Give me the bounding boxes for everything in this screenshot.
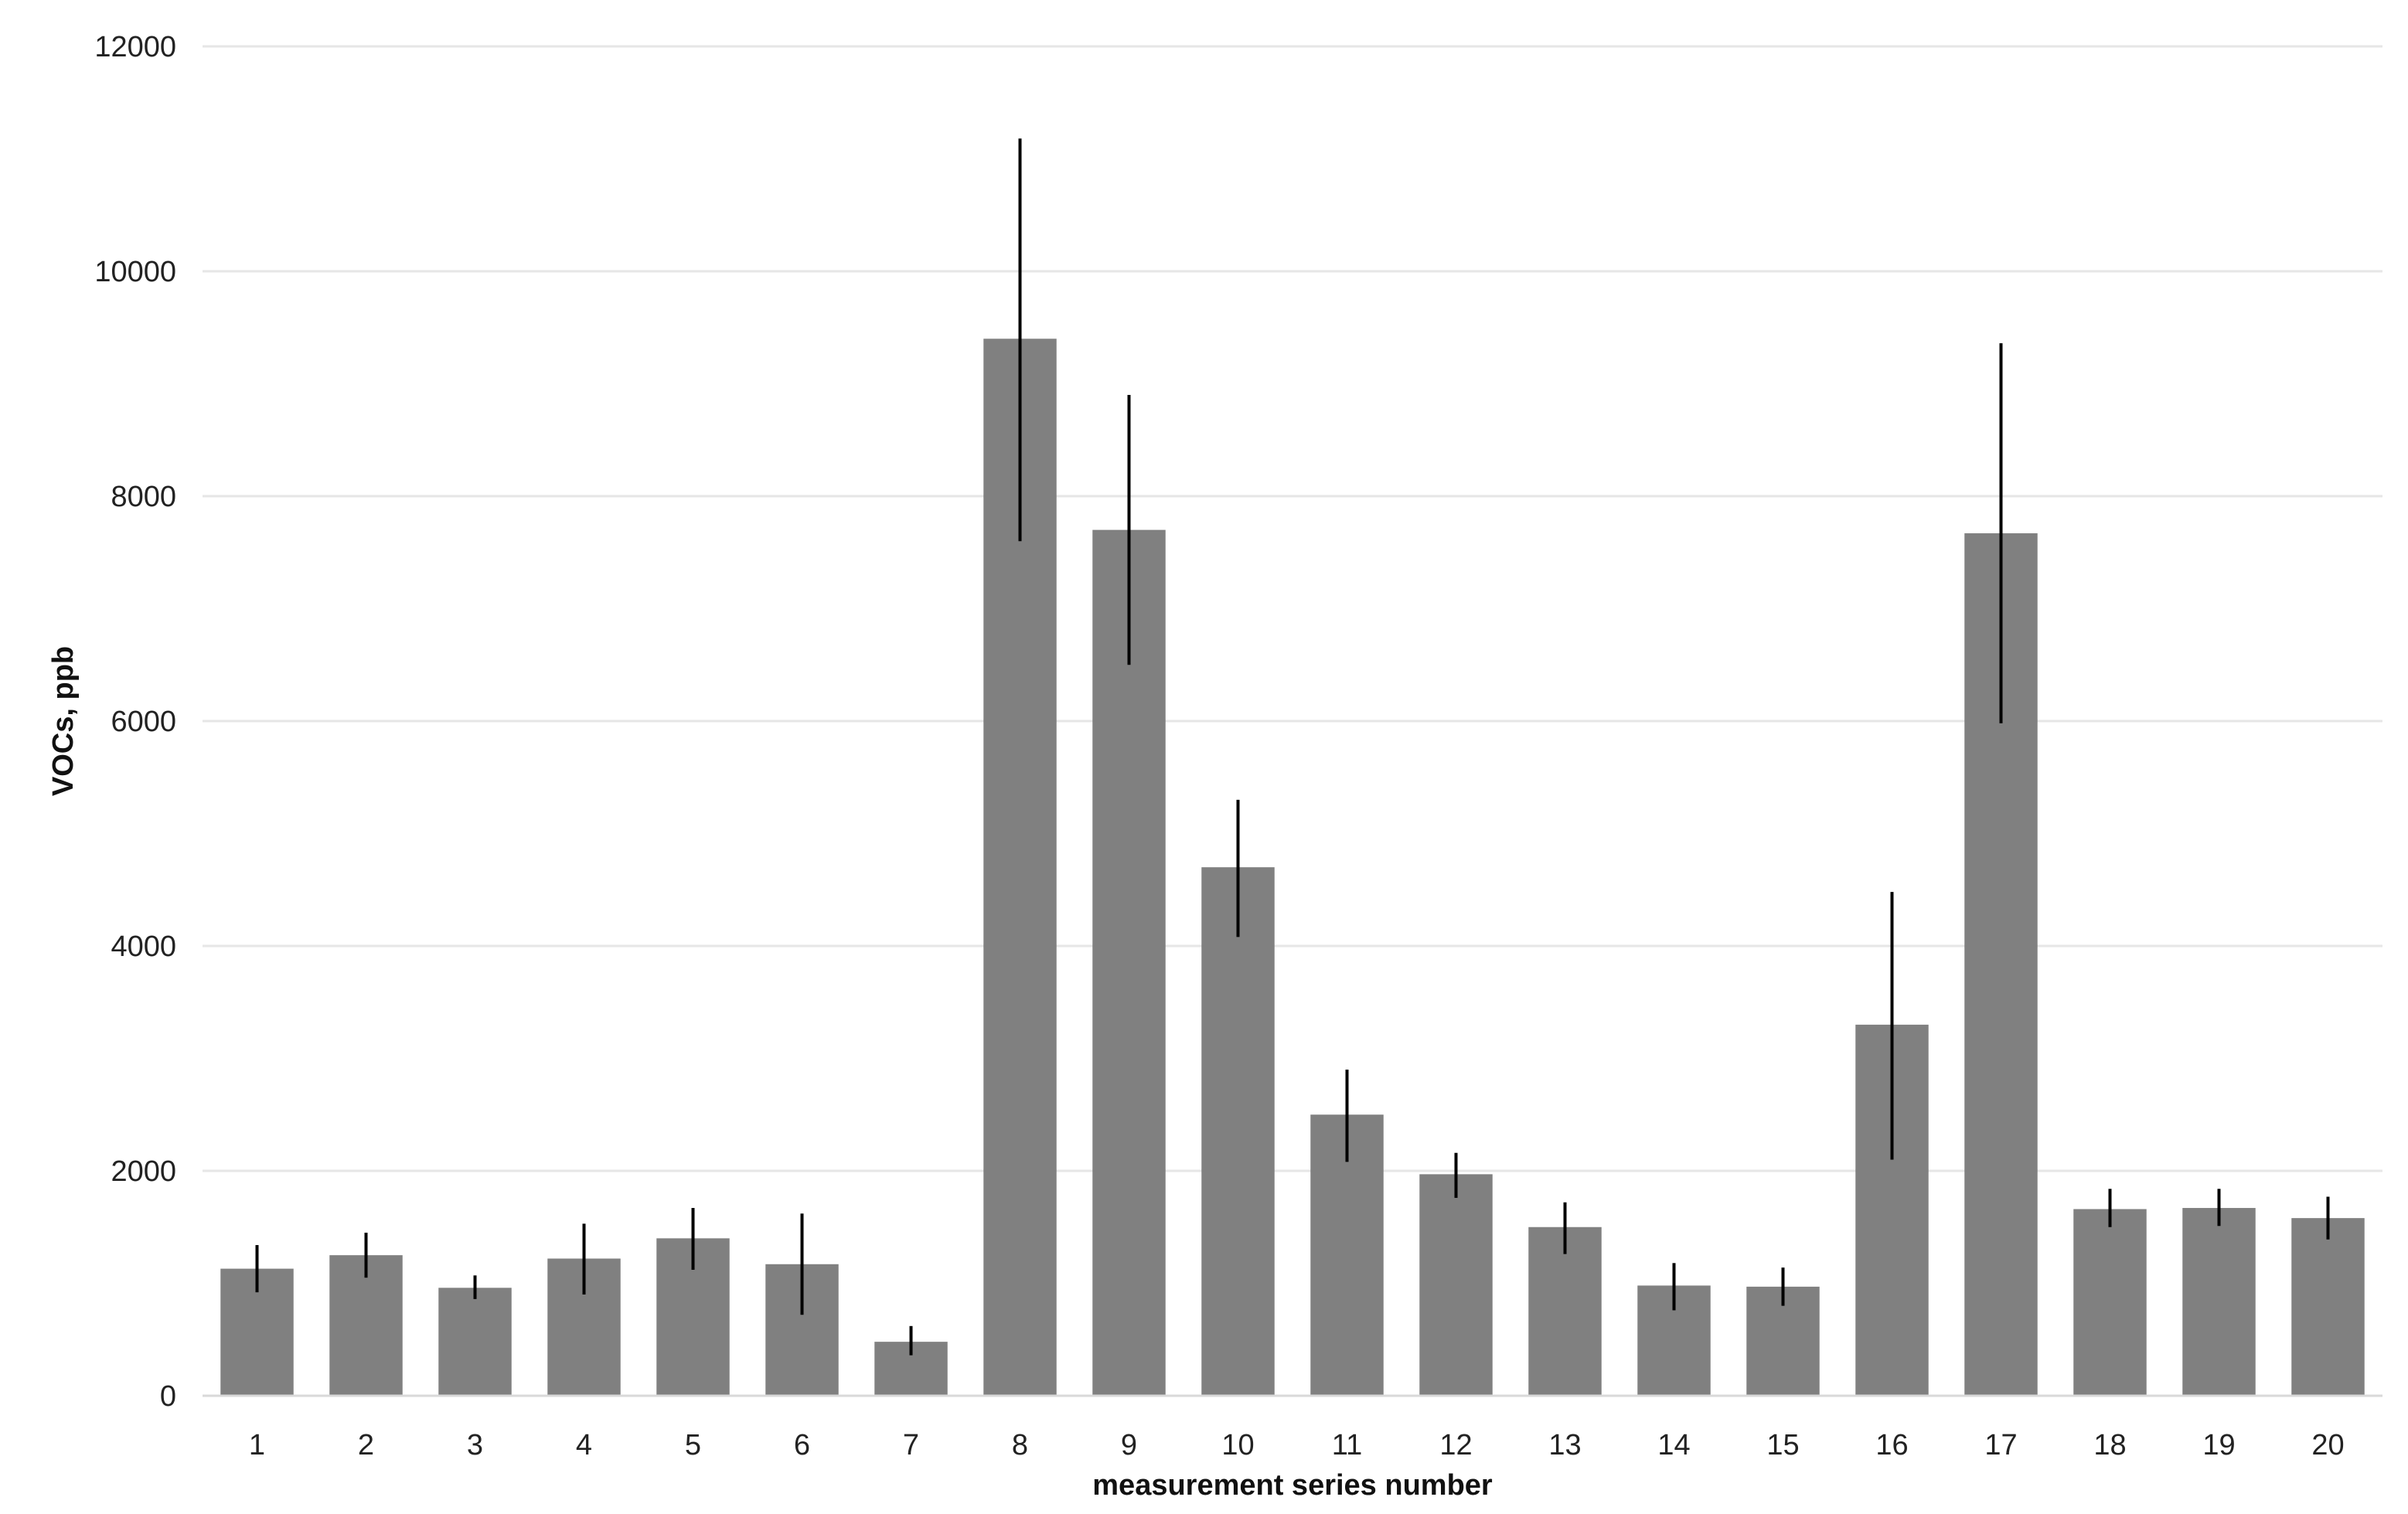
y-tick-label: 4000: [111, 931, 176, 963]
y-tick-label: 8000: [111, 481, 176, 513]
y-tick-label: 10000: [94, 256, 176, 288]
x-tick-label: 1: [249, 1429, 265, 1461]
x-tick-label: 15: [1766, 1429, 1799, 1461]
x-tick-label: 16: [1875, 1429, 1908, 1461]
x-tick-label: 20: [2311, 1429, 2344, 1461]
x-tick-label: 17: [1984, 1429, 2017, 1461]
bar-10: [1201, 867, 1275, 1396]
bar-13: [1528, 1227, 1602, 1396]
bar-20: [2291, 1218, 2365, 1396]
y-axis-title: VOCs, ppb: [47, 646, 80, 796]
x-tick-label: 6: [794, 1429, 810, 1461]
x-tick-label: 10: [1221, 1429, 1254, 1461]
bars: [220, 339, 2365, 1396]
y-tick-label: 12000: [94, 31, 176, 63]
bar-12: [1419, 1174, 1493, 1396]
x-tick-label: 8: [1012, 1429, 1028, 1461]
x-tick-label: 13: [1548, 1429, 1581, 1461]
x-tick-label: 11: [1332, 1429, 1362, 1461]
x-tick-label: 3: [467, 1429, 483, 1461]
x-tick-label: 18: [2093, 1429, 2126, 1461]
bar-9: [1092, 529, 1166, 1396]
x-axis-title: measurement series number: [1092, 1469, 1493, 1502]
y-tick-label: 0: [160, 1380, 176, 1413]
bar-2: [329, 1255, 403, 1396]
y-axis-ticks: 0 2000 4000 6000 8000 10000 12000: [94, 31, 176, 1413]
x-tick-label: 19: [2202, 1429, 2235, 1461]
x-tick-label: 2: [358, 1429, 374, 1461]
x-tick-label: 7: [903, 1429, 919, 1461]
bar-18: [2073, 1209, 2147, 1396]
gridlines: [203, 45, 2382, 1172]
bar-19: [2182, 1208, 2256, 1396]
y-tick-label: 6000: [111, 706, 176, 738]
x-tick-label: 4: [576, 1429, 592, 1461]
x-axis-ticks: 1 2 3 4 5 6 7 8 9 10 11 12 13 14 15 16 17 18 19 20: [249, 1429, 2345, 1461]
x-tick-label: 5: [685, 1429, 701, 1461]
x-tick-label: 14: [1657, 1429, 1690, 1461]
bar-3: [438, 1288, 512, 1396]
error-bars: [255, 138, 2330, 1356]
x-tick-label: 9: [1121, 1429, 1137, 1461]
y-tick-label: 2000: [111, 1155, 176, 1188]
x-tick-label: 12: [1439, 1429, 1472, 1461]
